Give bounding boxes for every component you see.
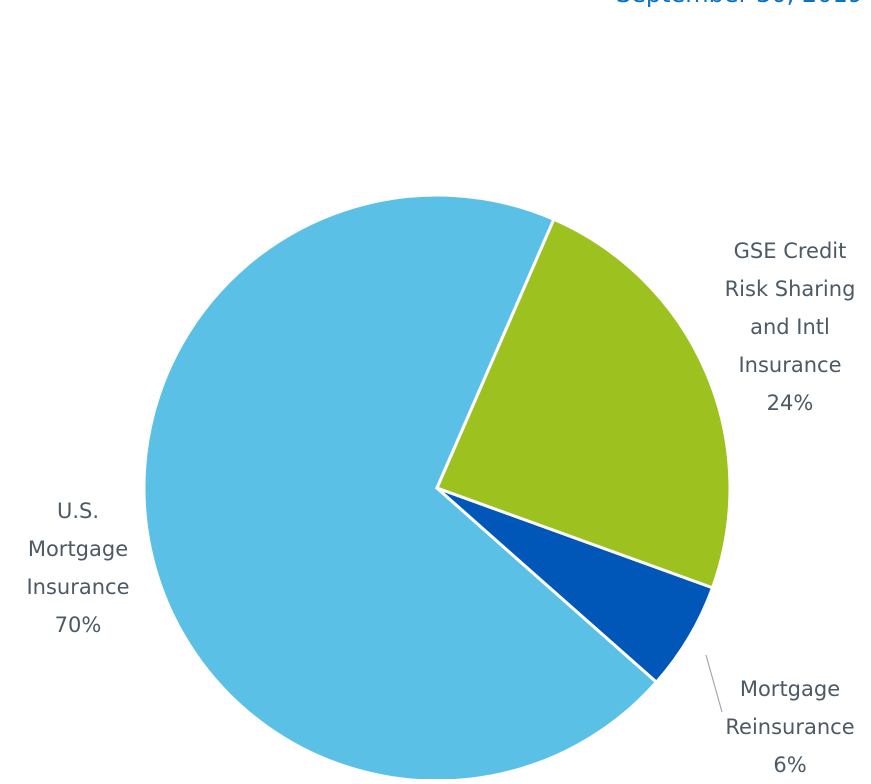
pie-slice: [142, 193, 659, 779]
leader-line: [705, 654, 723, 713]
slice-label: GSE Credit Risk Sharing and Intl Insuran…: [715, 232, 865, 422]
category-name: GSE Credit Risk Sharing and Intl Insuran…: [724, 239, 856, 377]
value-label: 24%: [766, 391, 814, 415]
value-label: 70%: [54, 613, 102, 637]
slice-label: U.S. Mortgage Insurance 70%: [3, 492, 153, 644]
category-name: Mortgage Reinsurance: [725, 677, 855, 739]
pie-slice: [434, 217, 732, 590]
category-name: U.S. Mortgage Insurance: [26, 499, 130, 599]
value-label: 6%: [773, 753, 807, 777]
chart-title: September 30, 2019: [616, 0, 863, 8]
slice-label: Mortgage Reinsurance 6%: [715, 670, 865, 784]
